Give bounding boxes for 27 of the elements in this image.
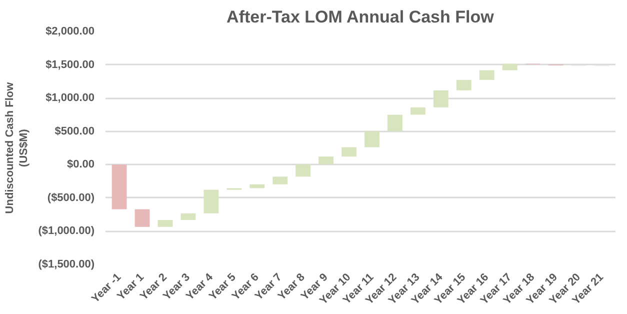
chart-title: After-Tax LOM Annual Cash Flow xyxy=(226,8,495,26)
bar xyxy=(272,176,288,184)
y-tick-label: $0.00 xyxy=(66,158,95,171)
y-tick-label: ($500.00) xyxy=(47,192,95,204)
bar xyxy=(342,147,356,157)
y-tick-label: $2,000.00 xyxy=(46,26,94,38)
y-tick-label: ($1,000.00) xyxy=(38,225,95,238)
bar xyxy=(134,209,150,227)
bar xyxy=(479,70,494,80)
y-tick-label: $1,500.00 xyxy=(46,58,94,71)
bar xyxy=(502,64,518,70)
bar xyxy=(250,184,265,188)
bar xyxy=(456,80,472,90)
bar xyxy=(433,90,448,108)
bar xyxy=(158,220,173,227)
bar xyxy=(318,156,334,164)
bar xyxy=(364,131,380,148)
bar xyxy=(180,213,196,220)
y-axis-title: Undiscounted Cash Flow (US$M) xyxy=(4,82,30,214)
bar xyxy=(296,164,311,177)
bar xyxy=(112,164,127,210)
bar xyxy=(387,114,402,132)
bar xyxy=(410,107,426,115)
y-tick-label: $1,000.00 xyxy=(46,92,94,104)
y-tick-label: ($1,500.00) xyxy=(38,258,95,270)
bar xyxy=(204,190,219,214)
y-tick-label: $500.00 xyxy=(54,125,95,138)
